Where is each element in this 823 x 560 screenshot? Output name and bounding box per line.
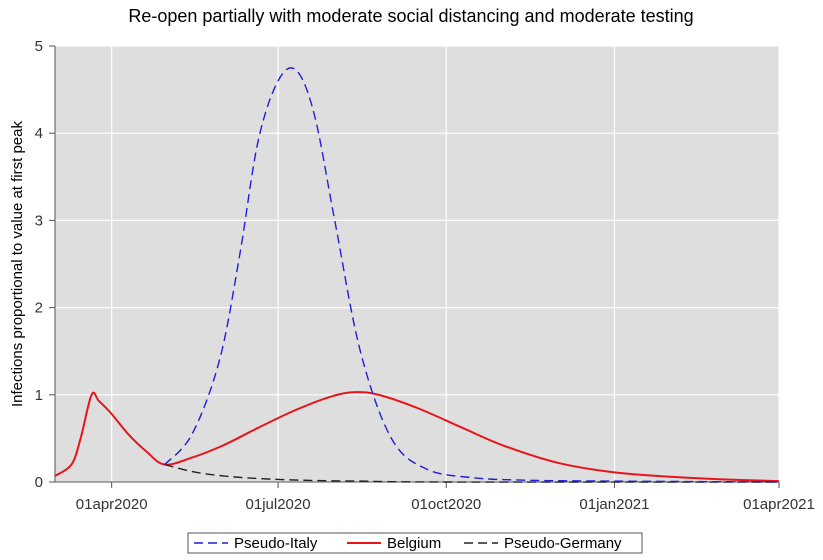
chart-title: Re-open partially with moderate social d…: [128, 6, 693, 26]
series-line-pseudo-italy: [164, 67, 780, 483]
y-tick-label: 2: [35, 300, 43, 317]
y-tick-label: 1: [35, 387, 43, 404]
x-tick-label: 01apr2020: [76, 496, 148, 513]
series-lines: [54, 67, 780, 483]
legend-label-pseudo-italy: Pseudo-Italy: [234, 535, 318, 552]
series-line-belgium: [54, 391, 780, 483]
series-line-pseudo-germany: [164, 463, 780, 483]
y-tick-label: 5: [35, 38, 43, 55]
legend-label-pseudo-germany: Pseudo-Germany: [504, 535, 622, 552]
y-axis-label: Infections proportional to value at firs…: [9, 121, 26, 407]
x-tick-label: 01jul2020: [246, 496, 311, 513]
x-tick-label: 01apr2021: [743, 496, 815, 513]
y-tick-label: 0: [35, 474, 43, 491]
y-tick-label: 4: [35, 125, 43, 142]
legend: Pseudo-Italy Belgium Pseudo-Germany: [187, 532, 643, 554]
plot-background: [55, 46, 779, 482]
legend-box: [187, 532, 643, 554]
legend-label-belgium: Belgium: [387, 535, 441, 552]
x-tick-label: 01oct2020: [411, 496, 481, 513]
grid-lines: [55, 45, 780, 483]
y-tick-label: 3: [35, 212, 43, 229]
x-tick-label: 01jan2021: [579, 496, 649, 513]
